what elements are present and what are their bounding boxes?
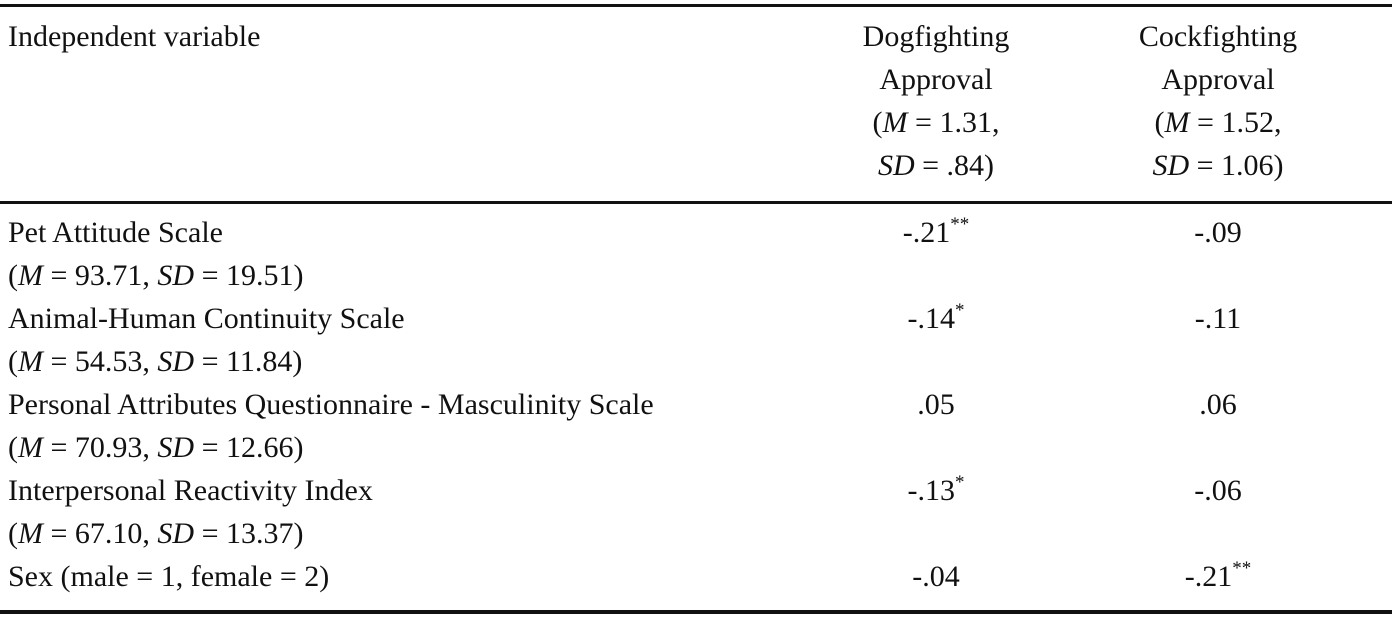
- text-run: Cockfighting: [1138, 20, 1298, 53]
- italic-run: M: [18, 517, 43, 550]
- text-run: = 70.93,: [43, 431, 158, 464]
- significance: *: [955, 300, 965, 321]
- text-run: = 19.51): [194, 259, 304, 292]
- italic-run: SD: [157, 431, 195, 464]
- row-label: Sex (male = 1, female = 2): [8, 560, 330, 593]
- cell-value: -.21: [1184, 560, 1233, 593]
- italic-run: M: [1164, 106, 1190, 139]
- text-run: Dogfighting: [862, 20, 1010, 53]
- header-line: Independent variable: [8, 15, 260, 59]
- header-line: (M = 1.52,: [1155, 101, 1282, 145]
- header-rule: [0, 201, 1392, 204]
- header-line: SD = 1.06): [1152, 144, 1283, 188]
- cell: -.04: [912, 555, 960, 599]
- bottom-rule: [0, 610, 1392, 614]
- header-line: Approval: [879, 58, 992, 102]
- text-run: = 93.71,: [43, 259, 158, 292]
- cell: -.11: [1195, 297, 1241, 341]
- italic-run: SD: [877, 149, 915, 182]
- text-run: Approval: [1161, 63, 1275, 96]
- italic-run: SD: [1152, 149, 1190, 182]
- cell: -.21**: [903, 211, 970, 255]
- text-run: = 1.06): [1189, 149, 1284, 182]
- row-label: Animal-Human Continuity Scale: [8, 302, 405, 335]
- cell: -.14*: [908, 297, 965, 341]
- header-line: Cockfighting: [1139, 15, 1297, 59]
- cell-value: -.11: [1194, 302, 1242, 335]
- cell-value: .06: [1199, 388, 1237, 421]
- header-line: SD = .84): [878, 144, 994, 188]
- cell: .06: [1199, 383, 1237, 427]
- text-run: = 12.66): [194, 431, 304, 464]
- text-run: = 13.37): [194, 517, 304, 550]
- cell: -.09: [1194, 211, 1242, 255]
- italic-run: M: [18, 431, 43, 464]
- significance: **: [1232, 558, 1252, 579]
- header-line: Approval: [1161, 58, 1274, 102]
- cell-value: -.04: [912, 560, 960, 593]
- text-run: (: [8, 259, 18, 292]
- row-label: Pet Attitude Scale: [8, 216, 223, 249]
- header-line: (M = 1.31,: [873, 101, 1000, 145]
- top-rule: [0, 4, 1392, 7]
- text-run: = 54.53,: [43, 345, 158, 378]
- row-label: Personal Attributes Questionnaire - Masc…: [8, 388, 654, 421]
- text-run: = 1.52,: [1189, 106, 1282, 139]
- cell-value: -.13: [907, 474, 956, 507]
- cell-value: -.06: [1194, 474, 1242, 507]
- cell: .05: [917, 383, 955, 427]
- row-label: Interpersonal Reactivity Index: [8, 474, 373, 507]
- row-stats: (M = 70.93, SD = 12.66): [8, 426, 304, 470]
- row-stats: (M = 67.10, SD = 13.37): [8, 512, 304, 556]
- text-run: (: [872, 106, 883, 139]
- text-run: (: [8, 345, 18, 378]
- text-run: (: [1154, 106, 1165, 139]
- text-run: Independent variable: [8, 20, 261, 53]
- italic-run: SD: [157, 345, 195, 378]
- header-line: Dogfighting: [863, 15, 1010, 59]
- italic-run: SD: [157, 517, 195, 550]
- italic-run: M: [18, 345, 43, 378]
- text-run: (: [8, 431, 18, 464]
- text-run: = 67.10,: [43, 517, 158, 550]
- cell: -.06: [1194, 469, 1242, 513]
- cell-value: -.14: [907, 302, 956, 335]
- significance: *: [955, 472, 965, 493]
- text-run: (: [8, 517, 18, 550]
- cell: -.21**: [1185, 555, 1252, 599]
- italic-run: M: [18, 259, 43, 292]
- text-run: = 11.84): [194, 345, 303, 378]
- row-stats: (M = 93.71, SD = 19.51): [8, 254, 304, 298]
- cell-value: -.21: [902, 216, 951, 249]
- italic-run: M: [882, 106, 908, 139]
- cell-value: .05: [917, 388, 955, 421]
- cell: -.13*: [908, 469, 965, 513]
- text-run: Approval: [879, 63, 993, 96]
- significance: **: [950, 214, 970, 235]
- text-run: = .84): [914, 149, 995, 182]
- italic-run: SD: [157, 259, 195, 292]
- text-run: = 1.31,: [907, 106, 1000, 139]
- row-stats: (M = 54.53, SD = 11.84): [8, 340, 302, 384]
- cell-value: -.09: [1194, 216, 1242, 249]
